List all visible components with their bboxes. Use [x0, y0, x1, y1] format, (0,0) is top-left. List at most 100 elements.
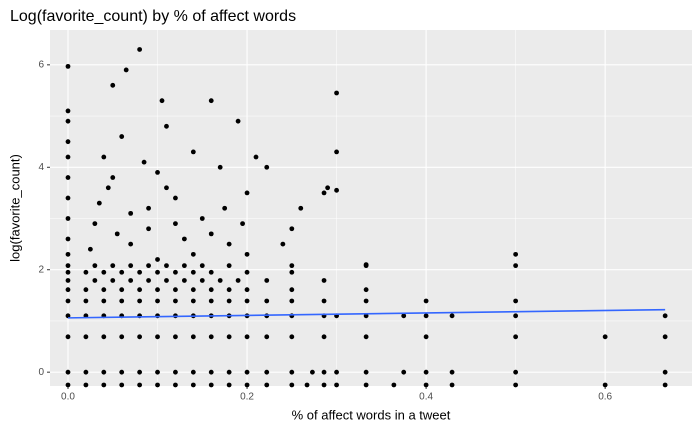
point — [65, 195, 71, 201]
point — [289, 334, 295, 340]
point — [226, 369, 232, 375]
point — [137, 269, 143, 275]
point — [423, 334, 429, 340]
point — [321, 369, 327, 375]
point — [401, 313, 407, 319]
point — [244, 287, 250, 293]
point — [289, 298, 295, 304]
point — [226, 298, 232, 304]
point — [298, 205, 304, 211]
point — [159, 98, 165, 104]
point — [110, 175, 116, 180]
point — [363, 262, 369, 268]
point — [304, 382, 310, 388]
point — [449, 369, 455, 375]
point — [65, 139, 71, 145]
point — [363, 334, 369, 340]
point — [65, 118, 71, 124]
point — [226, 287, 232, 293]
point — [199, 278, 205, 283]
point — [513, 251, 519, 257]
point — [137, 382, 143, 388]
point — [173, 298, 178, 304]
point — [96, 200, 102, 206]
point — [181, 278, 187, 283]
point — [137, 47, 143, 52]
point — [65, 263, 71, 269]
point — [181, 263, 187, 269]
y-axis-label: log(favorite_count) — [7, 154, 22, 262]
point — [137, 298, 143, 304]
point — [264, 369, 270, 375]
point — [363, 369, 369, 375]
point — [146, 226, 151, 232]
point — [662, 369, 668, 375]
point — [173, 334, 178, 340]
point — [264, 278, 270, 283]
point — [141, 159, 147, 165]
point — [190, 369, 196, 375]
point — [334, 149, 339, 155]
point — [321, 382, 327, 388]
point — [244, 190, 250, 196]
point — [226, 334, 232, 340]
point — [226, 241, 232, 247]
point — [662, 334, 668, 340]
point — [65, 278, 71, 283]
point — [208, 287, 214, 293]
y-tick-label: 6 — [38, 59, 44, 70]
point — [325, 185, 331, 191]
point — [119, 382, 125, 388]
y-tick-label: 0 — [38, 367, 44, 378]
point — [363, 298, 369, 304]
point — [208, 231, 214, 237]
plot-panel — [50, 30, 692, 386]
y-tick-label: 2 — [38, 264, 44, 275]
point — [83, 369, 89, 375]
point — [264, 334, 270, 340]
point — [101, 287, 107, 293]
point — [83, 334, 89, 340]
point — [65, 334, 71, 340]
point — [240, 221, 245, 227]
point — [92, 221, 98, 227]
point — [289, 269, 295, 275]
point — [423, 369, 429, 375]
point — [217, 164, 223, 170]
point — [222, 205, 228, 211]
point — [155, 369, 160, 375]
point — [208, 98, 214, 104]
point — [173, 287, 178, 293]
x-tick-label: 0.2 — [240, 392, 254, 403]
point — [65, 154, 71, 160]
point — [101, 382, 107, 388]
point — [244, 269, 250, 275]
point — [155, 257, 160, 262]
point — [173, 195, 178, 201]
point — [65, 108, 71, 114]
point — [173, 382, 178, 388]
point — [65, 251, 71, 257]
point — [199, 263, 205, 269]
point — [173, 269, 178, 275]
point — [289, 382, 295, 388]
point — [83, 298, 89, 304]
point — [164, 263, 169, 269]
point — [128, 263, 134, 269]
point — [513, 369, 519, 375]
point — [334, 187, 339, 193]
point — [146, 205, 151, 211]
point — [190, 287, 196, 293]
point — [244, 369, 250, 375]
point — [65, 382, 71, 388]
point — [155, 334, 160, 340]
point — [264, 164, 270, 170]
point — [363, 287, 369, 293]
point — [119, 369, 125, 375]
point — [65, 236, 71, 242]
point — [173, 221, 178, 227]
point — [123, 67, 129, 73]
point — [264, 298, 270, 304]
point — [137, 287, 143, 293]
